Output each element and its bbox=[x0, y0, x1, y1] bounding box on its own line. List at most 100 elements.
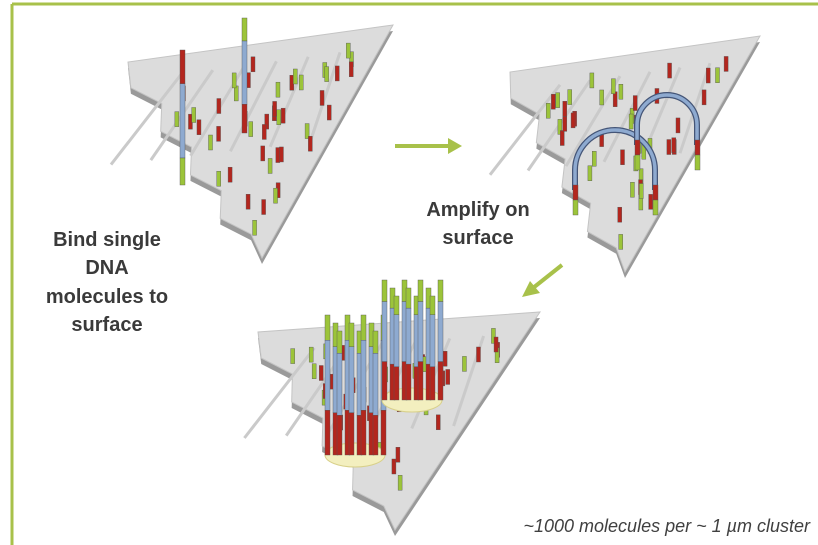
strand bbox=[393, 295, 400, 315]
surface-face bbox=[127, 24, 394, 260]
primer bbox=[267, 158, 273, 174]
surface bbox=[488, 35, 761, 278]
strand bbox=[437, 361, 444, 401]
primer bbox=[275, 81, 281, 98]
strand bbox=[348, 346, 355, 413]
strand bbox=[572, 184, 579, 201]
step-label: molecules to bbox=[46, 286, 168, 308]
strand bbox=[429, 314, 436, 367]
primer bbox=[555, 92, 560, 108]
strand bbox=[437, 279, 444, 302]
strand bbox=[417, 279, 424, 302]
primer bbox=[397, 475, 403, 491]
strand bbox=[393, 366, 400, 401]
primer bbox=[208, 134, 213, 151]
surfaces bbox=[109, 17, 761, 536]
strand bbox=[348, 412, 355, 456]
primer bbox=[280, 107, 286, 124]
primer bbox=[299, 74, 304, 91]
primer bbox=[349, 61, 354, 78]
primer bbox=[442, 351, 448, 367]
primer bbox=[308, 346, 314, 363]
strand bbox=[336, 353, 343, 416]
strand bbox=[241, 17, 248, 42]
strand bbox=[381, 301, 388, 362]
primer bbox=[248, 121, 253, 137]
strand bbox=[381, 361, 388, 401]
strand bbox=[572, 199, 579, 216]
arrow-shaft bbox=[531, 263, 564, 290]
primer bbox=[630, 182, 635, 198]
step-label: surface bbox=[442, 227, 513, 249]
primer bbox=[436, 414, 441, 431]
surface bbox=[109, 17, 394, 264]
strand bbox=[241, 40, 248, 105]
primer bbox=[290, 348, 295, 364]
primer bbox=[620, 149, 625, 165]
primer bbox=[308, 136, 313, 152]
primer bbox=[445, 369, 450, 385]
strand bbox=[324, 410, 331, 456]
primer bbox=[250, 56, 256, 73]
primer bbox=[262, 124, 267, 140]
strand bbox=[652, 184, 659, 201]
primer bbox=[174, 111, 180, 127]
primer bbox=[216, 171, 221, 187]
bridge bbox=[573, 128, 657, 190]
strand bbox=[372, 353, 379, 416]
primer bbox=[648, 194, 653, 210]
surface-streak bbox=[602, 71, 652, 163]
primer bbox=[327, 104, 332, 121]
bridge bbox=[635, 93, 699, 145]
strand bbox=[634, 139, 641, 156]
primer bbox=[293, 68, 298, 85]
primer bbox=[618, 84, 624, 100]
primer bbox=[272, 101, 277, 117]
surface-streak bbox=[109, 73, 183, 166]
strand bbox=[417, 361, 424, 401]
primer bbox=[639, 183, 644, 199]
surface-streak bbox=[268, 56, 310, 148]
primer bbox=[701, 89, 707, 106]
strand bbox=[372, 330, 379, 354]
step-label: DNA bbox=[85, 257, 128, 279]
primer bbox=[252, 220, 257, 236]
strand bbox=[652, 199, 659, 216]
strand bbox=[179, 157, 186, 186]
primer bbox=[260, 145, 265, 162]
surface-streak bbox=[488, 83, 562, 176]
primer bbox=[671, 137, 677, 153]
strand bbox=[405, 363, 412, 401]
primer bbox=[231, 72, 237, 89]
step-label: surface bbox=[71, 314, 142, 336]
primer bbox=[491, 328, 496, 344]
caption: ~1000 molecules per ~ 1 µm cluster bbox=[523, 516, 811, 536]
primer bbox=[395, 447, 401, 463]
strand bbox=[437, 301, 444, 362]
primer bbox=[589, 72, 595, 89]
primer bbox=[234, 85, 239, 102]
primer bbox=[311, 363, 317, 379]
primer bbox=[319, 90, 325, 106]
primer bbox=[611, 78, 616, 94]
primer bbox=[196, 119, 202, 135]
strand bbox=[348, 322, 355, 347]
primer bbox=[476, 346, 481, 363]
primer bbox=[612, 91, 618, 107]
strand bbox=[429, 366, 436, 401]
primer bbox=[273, 187, 278, 204]
step-label: Bind single bbox=[53, 229, 161, 251]
arrow-head bbox=[448, 138, 462, 154]
strand bbox=[179, 49, 186, 84]
primer bbox=[264, 113, 270, 130]
primer bbox=[715, 67, 720, 83]
primer bbox=[617, 206, 622, 223]
strand bbox=[405, 307, 412, 365]
strand bbox=[393, 314, 400, 367]
primer bbox=[666, 139, 672, 155]
primer bbox=[216, 98, 222, 114]
primer bbox=[335, 65, 340, 82]
primer bbox=[618, 234, 623, 250]
primer bbox=[557, 119, 563, 135]
